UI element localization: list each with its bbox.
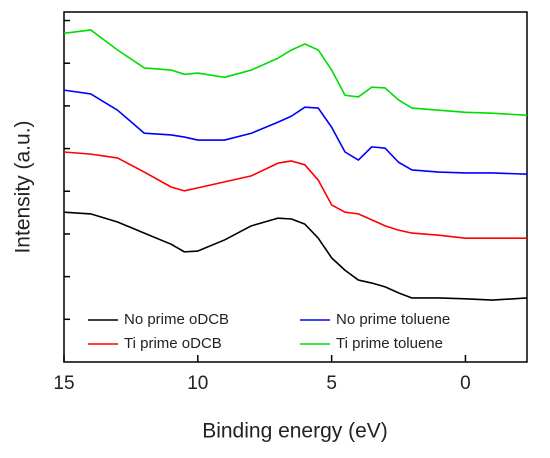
legend-text: No prime toluene bbox=[336, 311, 450, 328]
x-tick-label: 10 bbox=[187, 373, 208, 394]
legend-text: Ti prime toluene bbox=[336, 335, 443, 352]
plot-frame bbox=[63, 11, 528, 363]
legend-text: No prime oDCB bbox=[124, 311, 229, 328]
y-axis-label: Intensity (a.u.) bbox=[12, 120, 35, 253]
series-line bbox=[63, 211, 528, 301]
series-line bbox=[63, 29, 528, 117]
x-axis-label: Binding energy (eV) bbox=[202, 420, 388, 443]
x-tick-label: 0 bbox=[460, 373, 471, 394]
x-tick-label: 5 bbox=[326, 373, 337, 394]
series-line bbox=[63, 89, 528, 175]
legend-text: Ti prime oDCB bbox=[124, 335, 222, 352]
series-line bbox=[63, 151, 527, 240]
x-tick-label: 15 bbox=[53, 373, 74, 394]
